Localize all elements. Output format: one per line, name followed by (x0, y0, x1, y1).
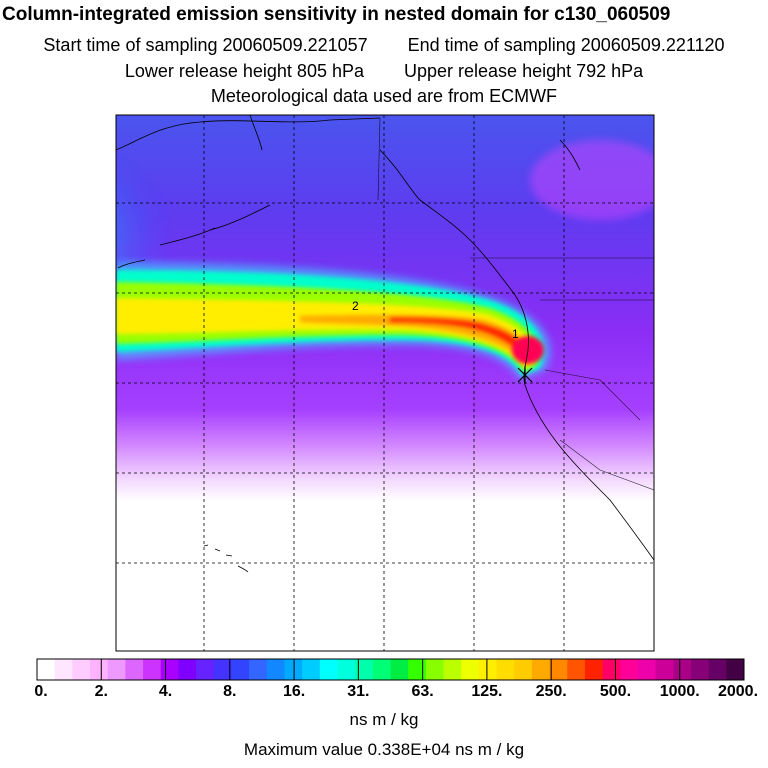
colorbar-swatch (390, 659, 409, 680)
colorbar-tick-label: 2. (94, 683, 108, 700)
colorbar-swatch (125, 659, 144, 680)
colorbar-swatch (143, 659, 162, 680)
colorbar-tick-label: 8. (223, 683, 237, 700)
map-frame (115, 114, 655, 652)
colorbar-swatch (231, 659, 250, 680)
colorbar-tick-label: 500. (599, 683, 632, 700)
colorbar-swatch (408, 659, 427, 680)
colorbar-swatch (107, 659, 126, 680)
colorbar-swatch (54, 659, 73, 680)
colorbar-swatch (602, 659, 621, 680)
colorbar-swatch (620, 659, 639, 680)
met-data-label: Meteorological data used are from ECMWF (210, 86, 558, 106)
colorbar-swatch (673, 659, 692, 680)
contour-label-2: 2 (352, 299, 359, 313)
colorbar-tick-label: 2000. (717, 683, 759, 700)
figure-title: Column-integrated emission sensitivity i… (2, 4, 671, 25)
colorbar-swatch (72, 659, 91, 680)
colorbar-swatch (514, 659, 533, 680)
colorbar-tick-label: 16. (282, 683, 306, 700)
colorbar-swatch (213, 659, 232, 680)
plume-core (390, 318, 527, 360)
colorbar-frame (36, 658, 745, 681)
end-time-label: End time of sampling 20060509.221120 (407, 35, 725, 55)
colorbar-swatch (726, 659, 745, 680)
colorbar-swatch (160, 659, 179, 680)
colorbar-swatch (178, 659, 197, 680)
colorbar-swatch (461, 659, 480, 680)
colorbar-swatch (284, 659, 303, 680)
sampling-times: Start time of sampling 20060509.221057 En… (0, 35, 768, 56)
colorbar-swatch (443, 659, 462, 680)
colorbar-swatch (372, 659, 391, 680)
colorbar-swatch (90, 659, 109, 680)
colorbar-swatch (478, 659, 498, 680)
colorbar-tick-label: 31. (347, 683, 370, 700)
release-heights: Lower release height 805 hPa Upper releas… (0, 61, 768, 82)
colorbar (37, 659, 745, 680)
colorbar-swatch (425, 659, 445, 680)
colorbar-tick-label: 4. (158, 683, 173, 700)
coastlines (116, 115, 654, 573)
colorbar-swatch (549, 659, 568, 680)
colorbar-swatch (655, 659, 674, 680)
colorbar-tick-label: 1000. (659, 683, 700, 700)
colorbar-swatch (302, 659, 321, 680)
lower-release-label: Lower release height 805 hPa (124, 61, 364, 81)
colorbar-swatch (355, 659, 374, 680)
colorbar-swatch (690, 659, 710, 680)
colorbar-swatch (37, 659, 56, 680)
release-point-marker (517, 366, 533, 384)
political-borders (377, 117, 654, 491)
colorbar-tick-label: 125. (471, 683, 503, 700)
colorbar-swatch (584, 659, 604, 680)
upper-release-label: Upper release height 792 hPa (404, 61, 644, 81)
contour-label-1: 1 (512, 327, 519, 341)
northeast-sensitivity-region (530, 140, 654, 220)
lat-lon-grid (116, 115, 654, 651)
colorbar-swatch (637, 659, 657, 680)
colorbar-tick-label: 63. (411, 683, 434, 700)
colorbar-swatch (319, 659, 338, 680)
colorbar-swatch (337, 659, 356, 680)
colorbar-swatch (496, 659, 515, 680)
colorbar-swatch (708, 659, 727, 680)
colorbar-swatch (531, 659, 551, 680)
maximum-value-label: Maximum value 0.338E+04 ns m / kg (243, 740, 525, 759)
colorbar-swatch (249, 659, 268, 680)
colorbar-tick-label: 250. (535, 683, 567, 700)
colorbar-swatch (196, 659, 215, 680)
colorbar-tick-label: 0. (34, 683, 48, 700)
colorbar-swatch (266, 659, 285, 680)
start-time-label: Start time of sampling 20060509.221057 (43, 35, 368, 55)
colorbar-units: ns m / kg (349, 710, 419, 729)
colorbar-swatch (567, 659, 586, 680)
